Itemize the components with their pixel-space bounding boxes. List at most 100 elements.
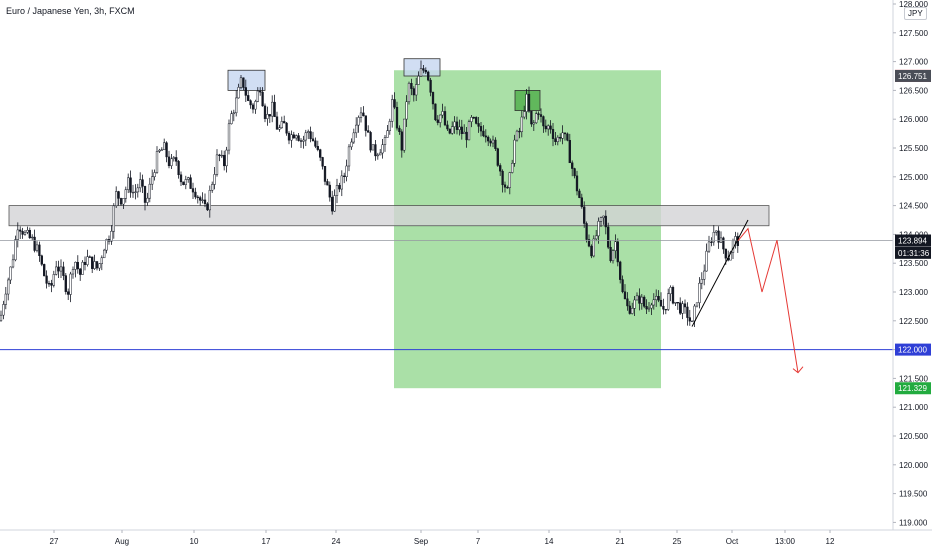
candle-body[interactable] [21,231,24,235]
candle-body[interactable] [655,296,658,301]
candle-body[interactable] [319,149,322,158]
candle-body[interactable] [571,162,574,169]
candle-body[interactable] [470,117,473,122]
candle-body[interactable] [278,127,281,130]
candle-body[interactable] [62,266,65,276]
candle-body[interactable] [388,121,391,131]
candle-body[interactable] [203,199,207,205]
candle-body[interactable] [439,114,442,123]
candle-body[interactable] [357,117,360,126]
candle-body[interactable] [19,229,22,232]
candle-body[interactable] [566,133,569,141]
candle-body[interactable] [679,302,682,314]
candle-body[interactable] [434,103,437,121]
candle-body[interactable] [475,117,478,124]
candle-body[interactable] [623,291,627,300]
candle-body[interactable] [664,308,667,311]
candle-body[interactable] [515,130,519,141]
candle-body[interactable] [667,293,670,310]
candle-body[interactable] [263,105,267,119]
candle-body[interactable] [374,144,377,157]
candle-body[interactable] [287,132,291,141]
candle-body[interactable] [494,139,497,149]
candle-body[interactable] [79,268,82,275]
candle-body[interactable] [103,249,106,259]
candle-body[interactable] [405,101,408,120]
candle-body[interactable] [415,84,418,96]
candle-body[interactable] [379,152,382,156]
candle-body[interactable] [175,157,178,162]
candle-body[interactable] [535,113,538,124]
candle-body[interactable] [707,241,711,252]
candle-body[interactable] [638,295,641,304]
candle-body[interactable] [93,261,96,269]
candle-body[interactable] [220,154,223,157]
candle-body[interactable] [386,130,389,138]
candle-body[interactable] [436,119,439,123]
candle-body[interactable] [112,205,115,232]
candle-body[interactable] [117,191,120,199]
candle-body[interactable] [211,184,214,191]
candle-body[interactable] [431,92,435,105]
candle-body[interactable] [196,196,199,199]
candle-body[interactable] [446,124,449,130]
candle-body[interactable] [583,206,586,224]
candle-body[interactable] [98,263,101,269]
candle-body[interactable] [237,87,240,99]
candle-body[interactable] [251,104,255,110]
candle-body[interactable] [283,121,286,124]
candle-body[interactable] [244,87,247,96]
candle-body[interactable] [511,163,514,173]
candle-body[interactable] [578,190,581,198]
candle-body[interactable] [52,274,55,286]
candle-body[interactable] [254,101,257,110]
candle-body[interactable] [311,138,315,142]
candle-body[interactable] [724,248,727,259]
candle-body[interactable] [518,130,521,133]
candle-body[interactable] [76,261,79,270]
candle-body[interactable] [74,261,77,270]
candle-body[interactable] [657,296,660,301]
candle-body[interactable] [554,138,557,142]
candle-body[interactable] [499,165,502,172]
candle-body[interactable] [616,241,619,263]
candle-body[interactable] [227,123,231,151]
candle-body[interactable] [587,239,591,247]
candle-body[interactable] [412,88,415,96]
candle-body[interactable] [698,282,701,304]
candle-body[interactable] [31,236,34,239]
candle-body[interactable] [11,259,15,268]
candle-body[interactable] [347,146,351,167]
candle-body[interactable] [532,122,535,125]
candle-body[interactable] [141,179,144,187]
candle-body[interactable] [182,181,185,185]
candle-body[interactable] [43,264,46,277]
candle-body[interactable] [635,295,639,301]
candle-body[interactable] [119,198,123,205]
candle-body[interactable] [403,118,406,151]
candle-body[interactable] [410,83,413,89]
candle-body[interactable] [455,121,459,130]
candle-body[interactable] [700,279,703,284]
candle-body[interactable] [609,246,612,262]
candle-body[interactable] [340,175,343,190]
candle-body[interactable] [64,275,67,292]
candle-body[interactable] [333,195,336,212]
candle-body[interactable] [602,215,605,218]
candle-body[interactable] [47,283,51,285]
candle-body[interactable] [645,306,648,310]
candle-body[interactable] [362,112,365,116]
candle-body[interactable] [503,184,507,188]
candle-body[interactable] [633,299,636,309]
candle-body[interactable] [652,299,655,306]
price-label-box[interactable] [895,69,931,82]
candle-body[interactable] [273,101,276,118]
candle-body[interactable] [650,304,653,309]
candle-body[interactable] [604,215,607,228]
candle-body[interactable] [523,111,526,118]
candle-body[interactable] [249,100,252,106]
candle-body[interactable] [256,90,259,102]
candle-body[interactable] [607,226,610,248]
candle-body[interactable] [383,137,387,145]
candle-body[interactable] [367,130,370,133]
